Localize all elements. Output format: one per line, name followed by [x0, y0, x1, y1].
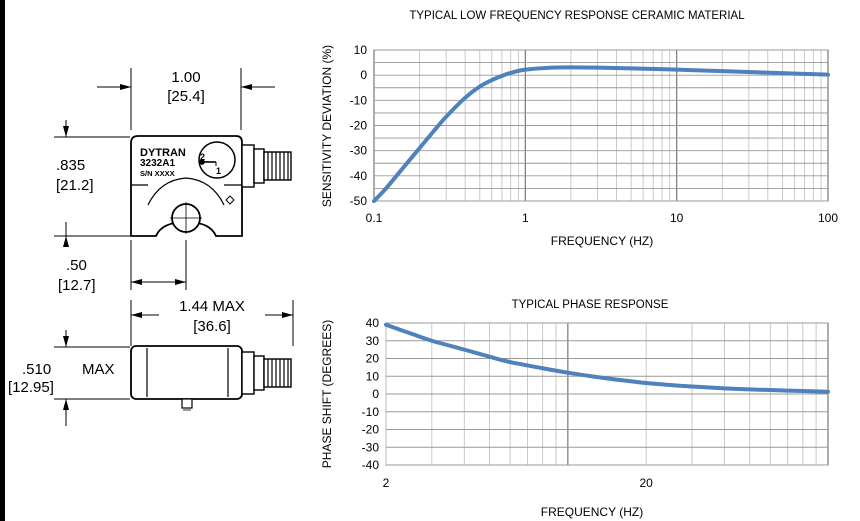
- chart1-y-axis-label: SENSITIVITY DEVIATION (%): [320, 45, 334, 207]
- y-tick-label: 20: [366, 352, 380, 366]
- y-tick-label: 0: [360, 68, 367, 82]
- y-tick-label: 10: [354, 43, 368, 57]
- x-tick-label: 0.1: [366, 211, 383, 225]
- chart2-grid: [385, 322, 829, 466]
- low-frequency-response-chart: TYPICAL LOW FREQUENCY RESPONSE CERAMIC M…: [320, 10, 838, 248]
- y-tick-label: -30: [362, 440, 380, 454]
- x-tick-label: 10: [670, 211, 684, 225]
- hole-dimension-inch: .50: [66, 257, 87, 274]
- y-tick-label: -50: [350, 194, 368, 208]
- sensor-top-view: [130, 135, 292, 237]
- y-tick-label: -40: [362, 458, 380, 472]
- depth-max-label: MAX: [82, 361, 115, 378]
- axis-2-label: 2: [200, 152, 205, 162]
- chart1-series-line: [372, 65, 830, 203]
- chart2-x-axis-label: FREQUENCY (HZ): [541, 505, 643, 519]
- brand-label: DYTRAN: [140, 147, 186, 159]
- length-dimension-inch: 1.44 MAX: [179, 298, 245, 315]
- depth-dimension-inch: .510: [22, 361, 51, 378]
- chart1-title: TYPICAL LOW FREQUENCY RESPONSE CERAMIC M…: [409, 10, 745, 22]
- sensor-side-view: [130, 345, 292, 409]
- phase-response-chart: TYPICAL PHASE RESPONSE 40 30 20 10 0 -10 -20 -3…: [320, 299, 830, 519]
- model-label: 3232A1: [140, 158, 175, 169]
- chart2-series-line: [384, 322, 830, 394]
- chart2-y-axis-label: PHASE SHIFT (DEGREES): [320, 320, 334, 468]
- y-tick-label: -10: [362, 405, 380, 419]
- height-dimension-inch: .835: [56, 157, 85, 174]
- sensor-outline-drawing: DYTRAN 3232A1 S/N XXXX 2 1 1.00 [25.4] .…: [8, 68, 294, 426]
- x-tick-label: 2: [383, 476, 390, 490]
- serial-label: S/N XXXX: [140, 169, 175, 178]
- chart2-title: TYPICAL PHASE RESPONSE: [512, 299, 669, 311]
- y-tick-label: 40: [366, 316, 380, 330]
- chart1-grid: [373, 49, 829, 202]
- y-tick-label: 10: [366, 369, 380, 383]
- y-tick-label: -20: [362, 423, 380, 437]
- y-tick-label: -40: [350, 169, 368, 183]
- y-tick-label: -10: [350, 93, 368, 107]
- y-tick-label: 0: [372, 387, 379, 401]
- x-tick-label: 1: [522, 211, 529, 225]
- y-tick-label: 30: [366, 334, 380, 348]
- y-tick-label: -30: [350, 144, 368, 158]
- depth-dimension-mm: [12.95]: [8, 379, 54, 396]
- x-tick-label: 20: [639, 476, 653, 490]
- length-dimension-mm: [36.6]: [193, 318, 231, 335]
- chart1-x-axis-label: FREQUENCY (HZ): [551, 234, 653, 248]
- left-border-rule: [0, 0, 5, 521]
- width-dimension-mm: [25.4]: [167, 88, 205, 105]
- x-tick-label: 100: [818, 211, 838, 225]
- y-tick-label: -20: [350, 119, 368, 133]
- width-dimension-inch: 1.00: [171, 69, 200, 86]
- height-dimension-mm: [21.2]: [56, 177, 94, 194]
- axis-1-label: 1: [216, 166, 221, 176]
- hole-dimension-mm: [12.7]: [58, 277, 96, 294]
